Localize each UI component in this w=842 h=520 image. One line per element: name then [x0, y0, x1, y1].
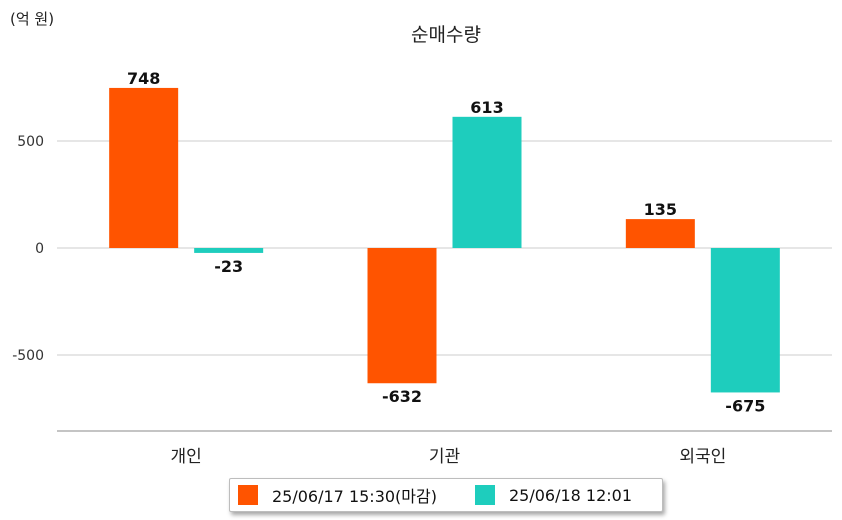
bar-2-1[interactable] — [710, 248, 780, 393]
bar-0-0[interactable] — [109, 87, 179, 248]
data-label-1-0: -632 — [382, 387, 422, 406]
unit-label: (억 원) — [10, 10, 55, 28]
legend-item-series-1[interactable]: 25/06/17 15:30(마감) — [238, 483, 437, 507]
y-tick-label-1: 0 — [35, 241, 44, 257]
y-tick-label-0: 500 — [17, 134, 44, 150]
legend-swatch-series-2 — [474, 485, 495, 505]
x-tick-label-0: 개인 — [171, 447, 202, 467]
y-tick-label-2: -500 — [12, 348, 44, 364]
data-label-2-1: -675 — [725, 396, 765, 415]
legend-item-series-2[interactable]: 25/06/18 12:01 — [474, 485, 633, 505]
data-label-2-0: 135 — [644, 200, 677, 219]
x-tick-label-2: 외국인 — [679, 447, 726, 467]
x-tick-label-1: 기관 — [429, 447, 460, 467]
bar-1-0[interactable] — [367, 248, 437, 384]
bar-2-0[interactable] — [625, 219, 695, 248]
data-label-0-0: 748 — [127, 69, 160, 88]
legend-label-series-2: 25/06/18 12:01 — [508, 485, 633, 505]
chart-title: 순매수량 — [411, 24, 481, 46]
legend-label-series-1: 25/06/17 15:30(마감) — [272, 487, 437, 506]
data-label-1-1: 613 — [470, 98, 503, 117]
data-label-0-1: -23 — [214, 257, 243, 276]
bar-0-1[interactable] — [194, 248, 264, 253]
legend: 25/06/17 15:30(마감) 25/06/18 12:01 — [229, 478, 663, 512]
legend-swatch-series-1 — [238, 485, 258, 505]
bar-1-1[interactable] — [452, 116, 522, 249]
